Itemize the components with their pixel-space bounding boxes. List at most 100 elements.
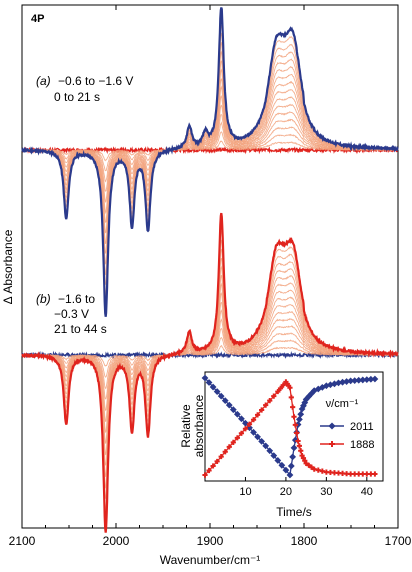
inset-point-1888: [296, 443, 302, 449]
panel-a-intermediate-spectra: [21, 15, 399, 307]
inset-point-1888: [267, 398, 273, 404]
inset-point-1888: [226, 444, 232, 450]
inset-point-1888: [214, 458, 220, 465]
inset-point-2011: [262, 442, 270, 450]
panel-b-voltage-2: −0.3 V: [54, 307, 89, 321]
x-axis-label: Wavenumber/cm⁻¹: [160, 553, 261, 567]
panel-b-time: 21 to 44 s: [54, 322, 107, 336]
panel-b-voltage-1: −1.6 to: [58, 292, 95, 306]
inset-point-1888: [294, 430, 300, 436]
x-tick-label: 1800: [291, 534, 318, 548]
legend-entry-label: 2011: [350, 421, 374, 433]
panel-b-label: (b) −1.6 to: [36, 292, 95, 306]
panel-a-tag: (a): [36, 74, 51, 88]
inset-point-1888: [298, 448, 304, 454]
legend-swatch-marker: [328, 422, 336, 430]
x-tick-label: 1900: [197, 534, 224, 548]
inset-x-ticks: 10 20 30 40: [239, 477, 373, 498]
inset-point-1888: [250, 417, 257, 423]
y-axis-label: Δ Absorbance: [1, 229, 15, 304]
inset-point-2011: [254, 433, 261, 441]
inset-point-1888: [230, 439, 236, 445]
figure-label: 4P: [31, 13, 44, 25]
inset-point-1888: [271, 393, 277, 399]
inset-point-1888: [202, 472, 208, 478]
inset-point-1888: [210, 463, 216, 469]
panel-a-voltage: −0.6 to −1.6 V: [58, 74, 133, 88]
inset-point-2011: [213, 388, 221, 395]
inset-y-label-1: Relative: [179, 404, 193, 448]
inset-point-1888: [372, 471, 378, 477]
inset-point-1888: [275, 388, 281, 395]
inset-point-2011: [238, 415, 245, 423]
x-axis-ticks: 2100 2000 1900 1800 1700: [9, 5, 412, 548]
inset-point-1888: [287, 385, 293, 391]
inset-point-2011: [209, 383, 217, 391]
inset-point-1888: [222, 449, 228, 455]
final-spectrum-line: [21, 7, 399, 317]
panel-b-final-spectrum: [21, 212, 399, 533]
inset-point-2011: [355, 376, 363, 384]
panel-a-time: 0 to 21 s: [54, 90, 100, 104]
inset-point-1888: [259, 407, 265, 413]
inset-point-2011: [363, 376, 371, 384]
inset-legend: 2011 1888: [320, 421, 374, 451]
inset-point-2011: [217, 392, 225, 400]
legend-entry-label: 1888: [350, 439, 374, 451]
inset-point-1888: [246, 421, 253, 427]
inset-point-2011: [266, 447, 274, 455]
inset-x-tick-label: 10: [239, 486, 251, 498]
intermediate-spectrum: [21, 24, 399, 296]
x-tick-label: 1700: [385, 534, 412, 548]
panel-a-label: (a) −0.6 to −1.6 V: [36, 74, 133, 88]
inset-frame: [204, 371, 384, 482]
inset-point-1888: [277, 385, 284, 391]
inset-point-2011: [347, 377, 355, 385]
inset-x-tick-label: 20: [280, 486, 292, 498]
inset-point-2011: [201, 374, 209, 382]
inset-point-1888: [291, 414, 297, 420]
inset-point-2011: [250, 428, 257, 436]
legend-swatch-marker: [329, 441, 335, 447]
inset-point-1888: [290, 404, 296, 410]
inset-point-2011: [351, 377, 359, 384]
inset-point-2011: [282, 466, 290, 474]
inset-point-1888: [292, 422, 298, 428]
inset-point-1888: [280, 382, 286, 388]
x-tick-label: 2000: [103, 534, 130, 548]
inset-point-2011: [258, 437, 266, 445]
inset-point-2011: [335, 379, 342, 387]
inset-point-2011: [359, 376, 367, 384]
inset-chart: 10 20 30 40 Relative absorbance Time/s ν/cm…: [179, 371, 384, 519]
inset-point-1888: [254, 412, 261, 418]
inset-point-1888: [288, 394, 294, 400]
final-spectrum-line: [21, 212, 399, 533]
panel-a-final-spectrum: [21, 7, 399, 317]
inset-point-1888: [263, 402, 269, 408]
inset-point-2011: [205, 379, 213, 386]
inset-x-tick-label: 30: [320, 486, 332, 498]
inset-point-1888: [234, 435, 240, 441]
inset-point-2011: [339, 378, 346, 386]
inset-point-2011: [343, 378, 350, 385]
inset-point-1888: [238, 430, 245, 436]
inset-point-2011: [221, 397, 229, 405]
panel-b-tag: (b): [36, 292, 51, 306]
inset-point-2011: [289, 453, 297, 461]
inset-x-label: Time/s: [276, 505, 312, 519]
inset-legend-title: ν/cm⁻¹: [326, 398, 359, 410]
x-tick-label: 2100: [9, 534, 36, 548]
inset-series: [201, 374, 379, 479]
intermediate-spectrum: [21, 15, 399, 307]
inset-point-2011: [225, 401, 233, 409]
inset-y-label-2: absorbance: [192, 394, 206, 457]
inset-point-2011: [371, 375, 379, 383]
inset-point-1888: [206, 467, 212, 474]
inset-point-1888: [218, 453, 224, 460]
inset-point-2011: [290, 444, 298, 452]
inset-point-2011: [270, 452, 278, 459]
inset-point-1888: [242, 426, 249, 432]
inset-point-1888: [295, 438, 301, 444]
inset-x-tick-label: 40: [361, 486, 373, 498]
